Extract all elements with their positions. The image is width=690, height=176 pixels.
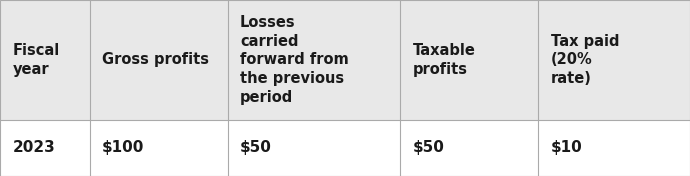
Text: Tax paid
(20%
rate): Tax paid (20% rate) xyxy=(551,34,619,86)
Text: Taxable
profits: Taxable profits xyxy=(413,43,475,77)
Text: 2023: 2023 xyxy=(12,140,55,155)
Text: $50: $50 xyxy=(413,140,444,155)
Text: $100: $100 xyxy=(102,140,144,155)
FancyBboxPatch shape xyxy=(0,120,690,176)
Text: $50: $50 xyxy=(240,140,272,155)
Text: Gross profits: Gross profits xyxy=(102,52,209,67)
FancyBboxPatch shape xyxy=(0,0,690,120)
Text: $10: $10 xyxy=(551,140,582,155)
Text: Fiscal
year: Fiscal year xyxy=(12,43,59,77)
Text: Losses
carried
forward from
the previous
period: Losses carried forward from the previous… xyxy=(240,15,349,105)
